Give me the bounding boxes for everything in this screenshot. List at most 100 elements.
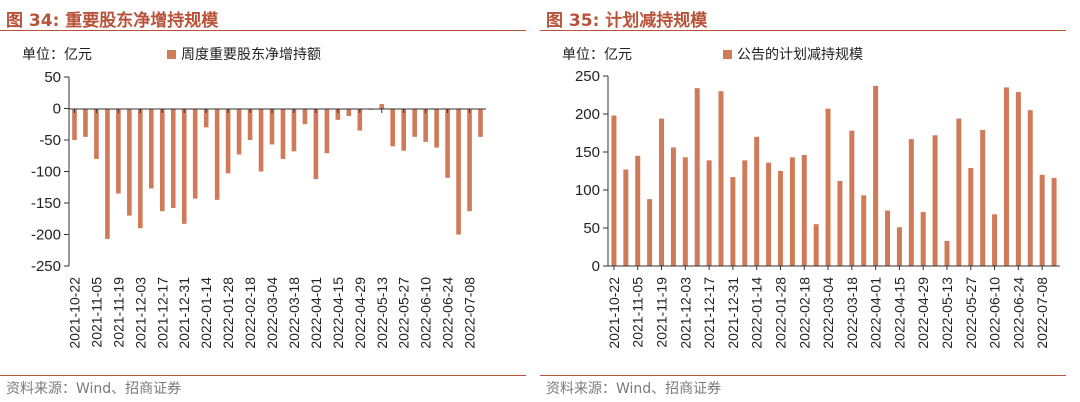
y-tick-label: 0 bbox=[592, 258, 600, 275]
bar bbox=[357, 108, 363, 131]
bar bbox=[434, 108, 439, 148]
bar bbox=[225, 108, 231, 174]
x-tick-label: 2022-04-29 bbox=[915, 277, 931, 349]
x-tick-label: 2021-12-17 bbox=[154, 277, 170, 349]
bar bbox=[885, 210, 891, 266]
y-tick-label: -150 bbox=[31, 195, 61, 212]
x-tick-label: 2022-01-28 bbox=[772, 277, 788, 349]
source-divider bbox=[540, 375, 1066, 376]
bar bbox=[313, 108, 319, 180]
bar bbox=[611, 115, 617, 267]
legend-swatch bbox=[167, 50, 176, 59]
bar bbox=[1015, 91, 1021, 267]
x-tick-label: 2021-12-31 bbox=[725, 277, 741, 349]
x-tick-label: 2022-06-10 bbox=[418, 277, 434, 349]
x-tick-label: 2021-10-22 bbox=[66, 277, 82, 349]
figure-title: 图 35: 计划减持规模 bbox=[546, 11, 708, 31]
bar bbox=[236, 108, 242, 155]
bar bbox=[170, 108, 176, 209]
bar bbox=[116, 108, 121, 194]
bar bbox=[896, 227, 902, 266]
panel-planned-reduction: 图 35: 计划减持规模 单位：亿元 公告的计划减持规模 250 200 150 100 5… bbox=[540, 0, 1080, 402]
x-tick-label: 2021-11-05 bbox=[88, 277, 104, 348]
bar bbox=[138, 108, 143, 229]
x-tick-label: 2022-04-01 bbox=[308, 277, 324, 349]
bar bbox=[789, 157, 795, 266]
bar bbox=[766, 162, 772, 266]
bar bbox=[706, 160, 712, 266]
bar bbox=[280, 108, 286, 159]
bar bbox=[192, 108, 198, 199]
bar bbox=[478, 108, 483, 137]
bar bbox=[801, 155, 807, 266]
planned-reduction-chart: 单位：亿元 公告的计划减持规模 250 200 150 100 50 0 2021-10-22 2… bbox=[562, 46, 1060, 349]
bar bbox=[467, 108, 472, 212]
bar bbox=[777, 171, 783, 266]
x-tick-label: 2022-01-28 bbox=[220, 277, 236, 349]
source-note: 资料来源：Wind、招商证券 bbox=[6, 381, 182, 397]
bar bbox=[423, 108, 428, 142]
y-tick-label: 0 bbox=[53, 101, 61, 118]
y-tick-label: -100 bbox=[31, 164, 61, 181]
bar bbox=[247, 108, 253, 140]
unit-label: 单位：亿元 bbox=[562, 46, 632, 62]
bar bbox=[956, 118, 962, 266]
bar bbox=[861, 195, 867, 266]
bar bbox=[203, 108, 209, 128]
bar bbox=[1051, 177, 1057, 266]
unit-label: 单位：亿元 bbox=[22, 46, 92, 62]
x-tick-label: 2022-04-29 bbox=[352, 277, 368, 349]
x-tick-label: 2022-02-18 bbox=[796, 277, 812, 349]
x-tick-label: 2022-03-18 bbox=[844, 277, 860, 349]
y-tick-label: 50 bbox=[583, 220, 600, 237]
bar bbox=[754, 136, 760, 266]
x-tick-label: 2021-10-22 bbox=[606, 277, 622, 349]
bar bbox=[1039, 174, 1045, 266]
panel-net-increase: 图 34: 重要股东净增持规模 单位：亿元 周度重要股东净增持额 50 0 -50 -10… bbox=[0, 11, 526, 397]
bar bbox=[72, 108, 77, 140]
bar bbox=[825, 108, 831, 267]
bar bbox=[968, 167, 974, 266]
x-tick-label: 2021-12-17 bbox=[701, 277, 717, 349]
x-tick-label: 2021-12-03 bbox=[132, 277, 148, 349]
bar bbox=[456, 108, 461, 235]
bar bbox=[401, 108, 407, 151]
y-tick-label: 50 bbox=[44, 69, 61, 86]
x-tick-label: 2022-07-08 bbox=[1034, 277, 1050, 349]
bar bbox=[908, 139, 914, 266]
bar bbox=[335, 108, 341, 120]
y-tick-label: 250 bbox=[575, 68, 600, 85]
bar bbox=[1003, 87, 1009, 267]
bar bbox=[647, 199, 653, 266]
source-divider bbox=[0, 375, 526, 376]
title-divider bbox=[0, 30, 526, 31]
y-tick-label: 200 bbox=[575, 106, 600, 123]
bar bbox=[623, 169, 629, 266]
x-tick-label: 2022-01-14 bbox=[198, 277, 214, 349]
bar bbox=[992, 214, 998, 266]
y-tick-label: -250 bbox=[31, 258, 61, 275]
bar bbox=[291, 108, 297, 152]
x-tick-label: 2022-04-15 bbox=[891, 277, 907, 349]
bar bbox=[412, 108, 417, 137]
bar bbox=[813, 224, 819, 266]
x-tick-label: 2022-05-13 bbox=[374, 277, 390, 349]
x-tick-label: 2021-11-19 bbox=[654, 277, 670, 348]
bar bbox=[302, 108, 308, 125]
bar bbox=[694, 88, 700, 266]
bar bbox=[944, 240, 950, 266]
bar bbox=[682, 157, 688, 266]
bar bbox=[83, 108, 88, 137]
x-tick-label: 2022-07-08 bbox=[462, 277, 478, 349]
legend-label: 周度重要股东净增持额 bbox=[181, 46, 321, 62]
bar bbox=[849, 130, 855, 266]
bar bbox=[635, 155, 641, 266]
bar bbox=[873, 85, 879, 266]
bar bbox=[105, 108, 110, 239]
bar bbox=[269, 108, 275, 145]
bar bbox=[148, 108, 154, 189]
bar bbox=[718, 91, 724, 266]
bar bbox=[127, 108, 132, 216]
bar bbox=[214, 108, 220, 200]
x-tick-label: 2021-11-05 bbox=[630, 277, 646, 348]
